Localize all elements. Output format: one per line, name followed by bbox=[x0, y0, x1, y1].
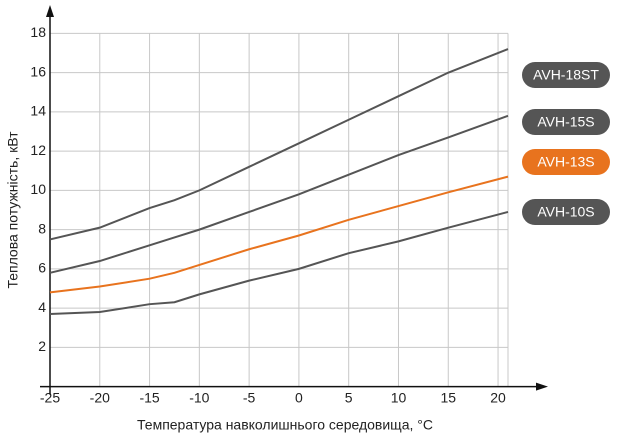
legend-label: AVH-10S bbox=[537, 204, 594, 220]
x-tick-label: -10 bbox=[189, 389, 209, 405]
x-tick-label: 10 bbox=[391, 389, 407, 405]
series-line bbox=[49, 210, 509, 315]
legend-pill bbox=[522, 109, 610, 135]
x-tick-label: -25 bbox=[40, 389, 60, 405]
x-tick-label: 15 bbox=[440, 389, 456, 405]
legend-label: AVH-18ST bbox=[533, 67, 599, 83]
legend-pill bbox=[522, 62, 610, 88]
y-tick-label: 6 bbox=[38, 260, 46, 276]
y-tick-label: 2 bbox=[38, 338, 46, 354]
y-tick-label: 8 bbox=[38, 220, 46, 236]
legend-label: AVH-13S bbox=[537, 154, 594, 170]
y-axis-arrow bbox=[46, 5, 54, 17]
series-line bbox=[49, 48, 509, 241]
legend-item: AVH-13S bbox=[522, 149, 610, 175]
x-tick-label: 5 bbox=[345, 389, 353, 405]
y-tick-label: 16 bbox=[30, 63, 46, 79]
legend-pill bbox=[522, 149, 610, 175]
x-tick-label: 20 bbox=[490, 389, 506, 405]
x-axis-arrow bbox=[536, 382, 548, 391]
x-tick-label: -15 bbox=[139, 389, 159, 405]
legend-item: AVH-18ST bbox=[522, 62, 610, 88]
y-tick-label: 4 bbox=[38, 299, 46, 315]
x-tick-label: -20 bbox=[90, 389, 110, 405]
series-line bbox=[49, 114, 509, 274]
y-tick-label: 10 bbox=[30, 181, 46, 197]
series-line bbox=[49, 175, 509, 294]
x-tick-label: 0 bbox=[295, 389, 303, 405]
x-axis-label: Температура навколишнього середовища, °C bbox=[137, 417, 433, 433]
legend-item: AVH-15S bbox=[522, 109, 610, 135]
y-tick-label: 12 bbox=[30, 142, 46, 158]
legend-item: AVH-10S bbox=[522, 199, 610, 225]
legend-label: AVH-15S bbox=[537, 114, 594, 130]
y-axis-label: Теплова потужність, кВт bbox=[5, 131, 21, 289]
x-tick-label: -5 bbox=[243, 389, 256, 405]
y-tick-label: 14 bbox=[30, 103, 46, 119]
legend-pill bbox=[522, 199, 610, 225]
y-tick-label: 18 bbox=[30, 24, 46, 40]
